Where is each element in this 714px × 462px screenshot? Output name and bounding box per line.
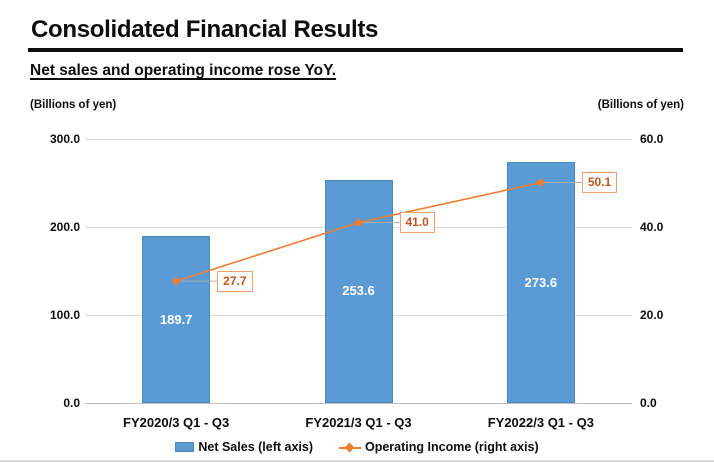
bar-value-label: 273.6 bbox=[524, 274, 558, 290]
gridline bbox=[85, 403, 632, 404]
right-axis-tick: 20.0 bbox=[640, 308, 664, 322]
operating-income-value-callout: 41.0 bbox=[399, 212, 435, 234]
legend-item-operating-income: Operating Income (right axis) bbox=[339, 440, 539, 454]
category-label: FY2022/3 Q1 - Q3 bbox=[487, 415, 594, 430]
chart-legend: Net Sales (left axis) Operating Income (… bbox=[0, 440, 714, 454]
legend-label-net-sales: Net Sales (left axis) bbox=[198, 440, 313, 454]
bar-value-label: 253.6 bbox=[342, 283, 375, 299]
right-axis-tick: 0.0 bbox=[640, 396, 657, 410]
legend-item-net-sales: Net Sales (left axis) bbox=[175, 440, 313, 454]
operating-income-value-callout: 27.7 bbox=[217, 270, 253, 292]
subtitle: Net sales and operating income rose YoY. bbox=[30, 62, 337, 79]
title-underline bbox=[28, 48, 683, 52]
left-axis-tick: 0.0 bbox=[63, 396, 80, 410]
category-label: FY2021/3 Q1 - Q3 bbox=[305, 415, 412, 430]
category-label: FY2020/3 Q1 - Q3 bbox=[123, 415, 230, 430]
right-axis-tick: 60.0 bbox=[640, 132, 664, 146]
bar-value-label: 189.7 bbox=[159, 311, 193, 327]
net-sales-swatch-icon bbox=[175, 442, 195, 452]
operating-income-value-callout: 50.1 bbox=[581, 172, 618, 194]
legend-label-operating-income: Operating Income (right axis) bbox=[365, 440, 539, 454]
left-axis-tick: 200.0 bbox=[49, 220, 80, 234]
operating-income-line-marker-icon bbox=[339, 442, 361, 453]
left-axis-tick: 100.0 bbox=[49, 308, 80, 322]
right-axis-tick: 40.0 bbox=[640, 220, 664, 234]
left-axis-unit-label: (Billions of yen) bbox=[30, 99, 117, 111]
right-axis-unit-label: (Billions of yen) bbox=[597, 99, 684, 111]
gridline bbox=[85, 139, 632, 140]
page-title: Consolidated Financial Results bbox=[31, 16, 379, 43]
left-axis-tick: 300.0 bbox=[49, 132, 80, 146]
